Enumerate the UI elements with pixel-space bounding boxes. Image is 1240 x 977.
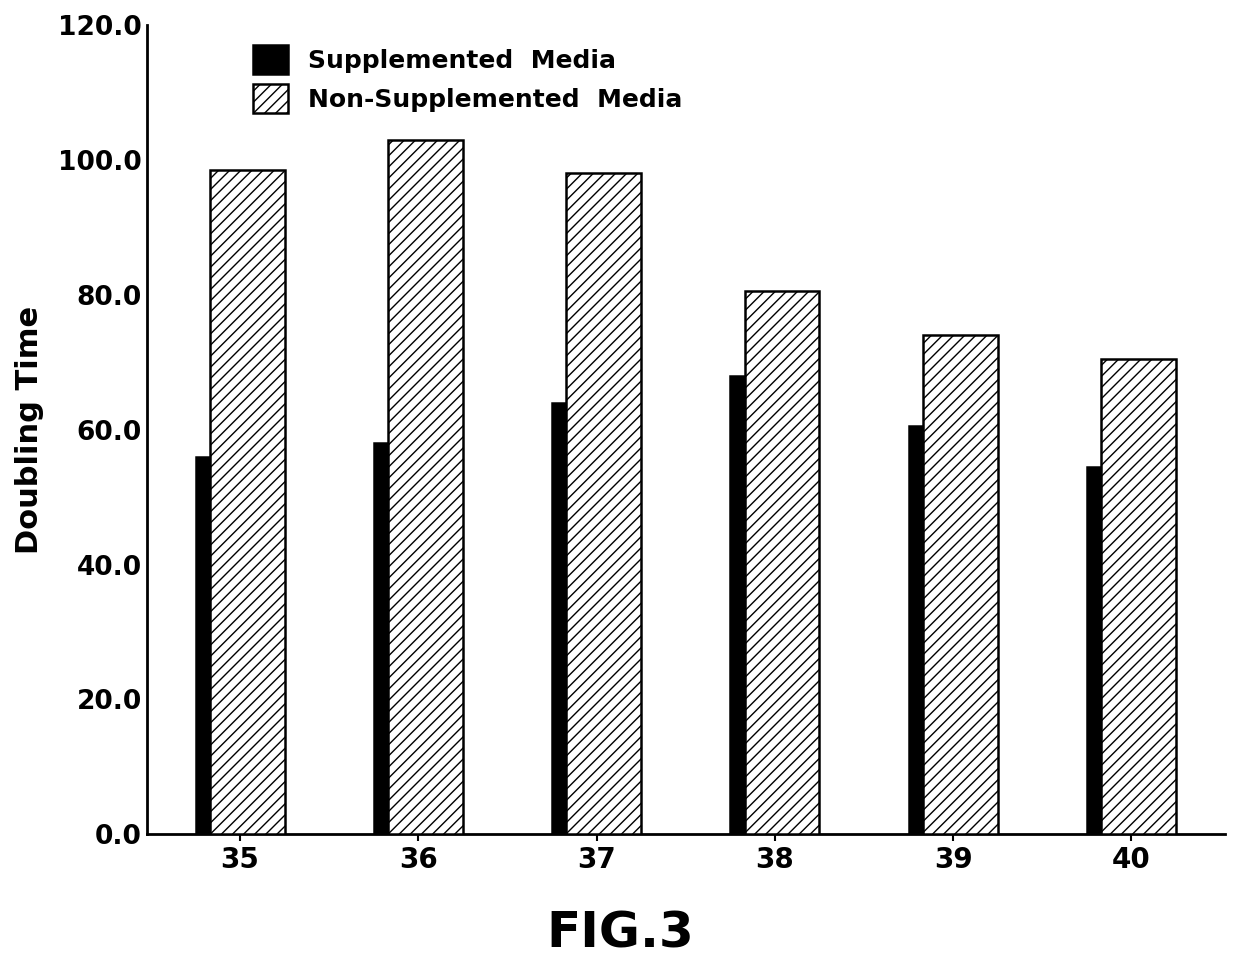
Y-axis label: Doubling Time: Doubling Time — [15, 306, 43, 554]
Text: FIG.3: FIG.3 — [546, 910, 694, 957]
Bar — [567, 173, 641, 834]
Bar — [196, 456, 270, 834]
Bar — [373, 444, 449, 834]
Bar — [552, 403, 627, 834]
Legend: Supplemented  Media, Non-Supplemented  Media: Supplemented Media, Non-Supplemented Med… — [246, 37, 689, 120]
Bar — [730, 376, 805, 834]
Bar — [923, 335, 998, 834]
Bar — [909, 426, 983, 834]
Bar — [210, 170, 285, 834]
Bar — [388, 140, 463, 834]
Bar — [744, 291, 820, 834]
Bar — [1101, 359, 1176, 834]
Bar — [1086, 467, 1162, 834]
